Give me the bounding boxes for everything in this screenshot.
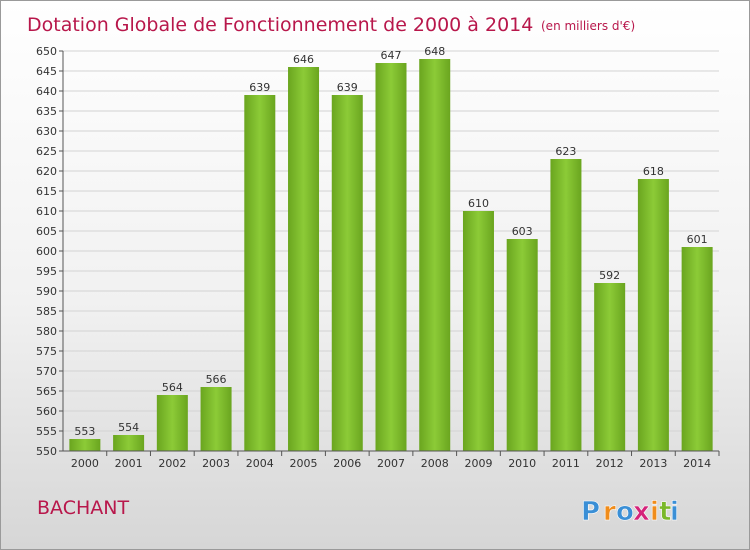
bar bbox=[681, 247, 713, 451]
chart-title: Dotation Globale de Fonctionnement de 20… bbox=[27, 14, 533, 36]
x-tick-label: 2012 bbox=[596, 457, 624, 470]
x-tick-label: 2009 bbox=[464, 457, 492, 470]
chart-subtitle: (en milliers d'€) bbox=[541, 19, 635, 33]
y-tick-label: 580 bbox=[36, 325, 57, 338]
y-tick-label: 640 bbox=[36, 85, 57, 98]
bar-value-label: 553 bbox=[74, 425, 95, 438]
bar-value-label: 646 bbox=[293, 53, 314, 66]
bar-value-label: 639 bbox=[249, 81, 270, 94]
y-tick-label: 590 bbox=[36, 285, 57, 298]
logo-letter: o bbox=[616, 497, 634, 527]
y-tick-label: 610 bbox=[36, 205, 57, 218]
y-tick-label: 570 bbox=[36, 365, 57, 378]
y-tick-label: 620 bbox=[36, 165, 57, 178]
x-tick-label: 2010 bbox=[508, 457, 536, 470]
bar-value-label: 554 bbox=[118, 421, 139, 434]
x-tick-label: 2004 bbox=[246, 457, 274, 470]
y-tick-label: 645 bbox=[36, 65, 57, 78]
logo-letter: i bbox=[650, 497, 659, 527]
bar-value-label: 564 bbox=[162, 381, 183, 394]
bar-value-label: 592 bbox=[599, 269, 620, 282]
bar bbox=[69, 439, 101, 451]
bar-value-label: 623 bbox=[555, 145, 576, 158]
y-tick-label: 585 bbox=[36, 305, 57, 318]
bar bbox=[331, 95, 363, 451]
logo-letter: P bbox=[581, 497, 600, 527]
bar bbox=[288, 67, 320, 451]
bar bbox=[506, 239, 538, 451]
bars: 553 554 564 566 639 646 639 647 648 610 603 623 592 6… bbox=[69, 45, 713, 451]
bar-value-label: 647 bbox=[381, 49, 402, 62]
x-tick-label: 2008 bbox=[421, 457, 449, 470]
bar bbox=[419, 59, 451, 451]
y-tick-label: 625 bbox=[36, 145, 57, 158]
y-tick-label: 600 bbox=[36, 245, 57, 258]
bar bbox=[244, 95, 276, 451]
y-tick-label: 575 bbox=[36, 345, 57, 358]
bar-value-label: 618 bbox=[643, 165, 664, 178]
y-tick-label: 615 bbox=[36, 185, 57, 198]
x-tick-label: 2003 bbox=[202, 457, 230, 470]
y-tick-label: 560 bbox=[36, 405, 57, 418]
y-tick-label: 550 bbox=[36, 445, 57, 458]
x-tick-label: 2000 bbox=[71, 457, 99, 470]
y-tick-label: 605 bbox=[36, 225, 57, 238]
x-tick-label: 2006 bbox=[333, 457, 361, 470]
logo-letter: i bbox=[670, 497, 679, 527]
y-tick-label: 635 bbox=[36, 105, 57, 118]
bar bbox=[637, 179, 669, 451]
bar bbox=[462, 211, 494, 451]
x-axis-ticks: 2000 2001 2002 2003 2004 2005 2006 2007 2008 2009… bbox=[71, 451, 720, 470]
logo-letter: r bbox=[603, 497, 616, 527]
y-tick-label: 630 bbox=[36, 125, 57, 138]
bar-value-label: 610 bbox=[468, 197, 489, 210]
bar bbox=[200, 387, 232, 451]
logo-letter: x bbox=[633, 497, 650, 527]
bar bbox=[156, 395, 188, 451]
bar-value-label: 648 bbox=[424, 45, 445, 58]
y-tick-label: 565 bbox=[36, 385, 57, 398]
bar bbox=[550, 159, 582, 451]
bar bbox=[113, 435, 145, 451]
bar-value-label: 601 bbox=[687, 233, 708, 246]
bar bbox=[594, 283, 626, 451]
bar-value-label: 566 bbox=[206, 373, 227, 386]
x-tick-label: 2005 bbox=[290, 457, 318, 470]
x-tick-label: 2001 bbox=[115, 457, 143, 470]
bar-value-label: 639 bbox=[337, 81, 358, 94]
commune-name: BACHANT bbox=[37, 497, 129, 519]
y-tick-label: 650 bbox=[36, 45, 57, 58]
y-axis-ticks: 550 555 560 565 570 575 580 585 590 595 600 605 610 6… bbox=[36, 45, 63, 458]
x-tick-label: 2013 bbox=[639, 457, 667, 470]
y-tick-label: 595 bbox=[36, 265, 57, 278]
bar bbox=[375, 63, 407, 451]
y-tick-label: 555 bbox=[36, 425, 57, 438]
x-tick-label: 2014 bbox=[683, 457, 711, 470]
x-tick-label: 2007 bbox=[377, 457, 405, 470]
x-tick-label: 2002 bbox=[158, 457, 186, 470]
logo-letter: t bbox=[659, 497, 671, 527]
bar-value-label: 603 bbox=[512, 225, 533, 238]
x-tick-label: 2011 bbox=[552, 457, 580, 470]
